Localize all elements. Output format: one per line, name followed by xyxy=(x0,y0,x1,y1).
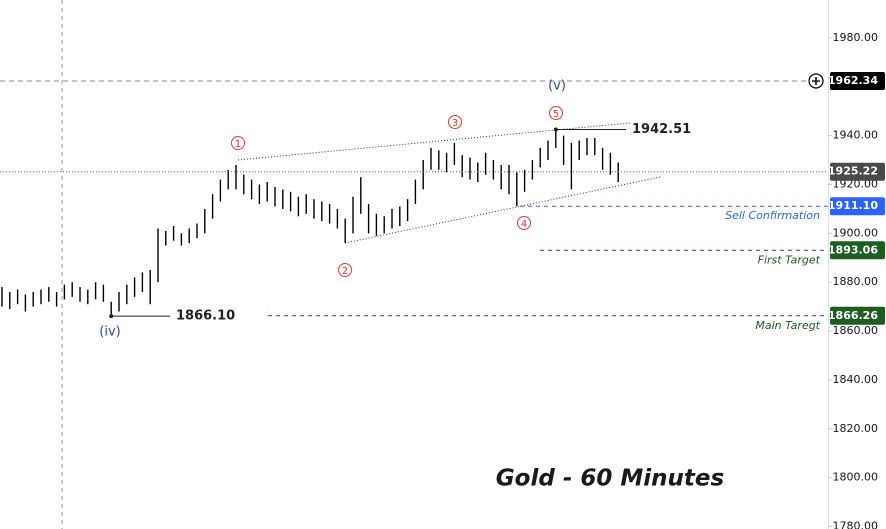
degree-wave-label: (v) xyxy=(548,79,566,94)
annotation-label: 1866.10 xyxy=(176,309,235,324)
annotation-label: 1942.51 xyxy=(632,122,691,137)
annotation-dot xyxy=(109,314,114,319)
y-tick-label: 1880.00 xyxy=(833,275,879,288)
wave-label: 4 xyxy=(521,219,527,230)
price-tag xyxy=(830,72,885,91)
price-tag xyxy=(830,306,885,325)
wave-circle xyxy=(448,115,462,129)
price-tag-label: 1893.06 xyxy=(828,243,878,256)
wave-circle xyxy=(549,106,563,120)
y-tick-label: 1920.00 xyxy=(833,177,879,190)
price-tag xyxy=(830,197,885,216)
price-tag-label: 1911.10 xyxy=(828,199,878,212)
level-text: Sell Confirmation xyxy=(725,209,820,222)
y-tick-label: 1860.00 xyxy=(833,324,879,337)
price-tag xyxy=(830,162,885,181)
wave-label: 3 xyxy=(452,118,458,129)
degree-wave-label: (iv) xyxy=(99,325,120,340)
y-tick-label: 1820.00 xyxy=(833,422,879,435)
y-tick-label: 1980.00 xyxy=(833,31,879,44)
price-tag-label: 1866.26 xyxy=(828,309,878,322)
annotation-dot xyxy=(553,127,558,132)
wave-label: 5 xyxy=(553,109,559,120)
y-tick-label: 1800.00 xyxy=(833,471,879,484)
y-tick-label: 1900.00 xyxy=(833,226,879,239)
level-text: First Target xyxy=(758,253,821,266)
wave-label: 1 xyxy=(235,139,241,150)
y-tick-label: 1780.00 xyxy=(833,520,879,529)
price-tag-label: 1962.34 xyxy=(828,74,878,87)
add-icon-plus xyxy=(812,77,820,86)
y-tick-label: 1840.00 xyxy=(833,373,879,386)
wave-circle xyxy=(517,216,531,230)
price-tag xyxy=(830,241,885,260)
y-tick-label: 1940.00 xyxy=(833,129,879,142)
level-text: Main Taregt xyxy=(755,319,820,332)
wave-circle xyxy=(338,263,352,277)
chart-title: Gold - 60 Minutes xyxy=(496,466,724,492)
price-tag-label: 1925.22 xyxy=(828,165,878,178)
wave-circle xyxy=(231,136,245,150)
wave-label: 2 xyxy=(342,266,348,277)
